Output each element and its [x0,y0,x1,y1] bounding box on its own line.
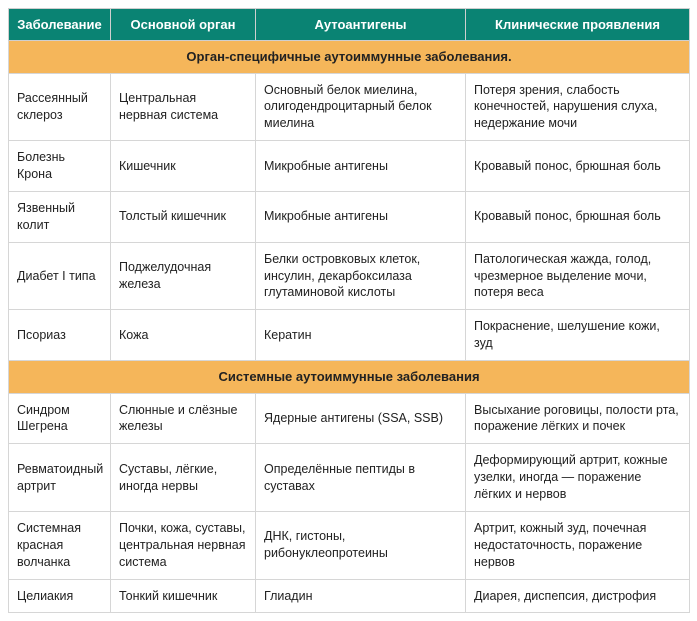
cell-clinical: Кровавый понос, брюшная боль [466,191,690,242]
cell-autoantigens: Определённые пептиды в суставах [256,444,466,512]
cell-disease: Язвенный колит [9,191,111,242]
table-row: Псориаз Кожа Кератин Покраснение, шелуше… [9,310,690,361]
header-organ: Основной орган [111,9,256,41]
table-row: Системная красная волчанка Почки, кожа, … [9,511,690,579]
cell-disease: Псориаз [9,310,111,361]
cell-clinical: Высыхание роговицы, полости рта, поражен… [466,393,690,444]
header-autoantigens: Аутоантигены [256,9,466,41]
cell-clinical: Артрит, кожный зуд, почечная недостаточн… [466,511,690,579]
cell-disease: Болезнь Крона [9,141,111,192]
table-row: Язвенный колит Толстый кишечник Микробны… [9,191,690,242]
cell-organ: Толстый кишечник [111,191,256,242]
cell-autoantigens: Основный белок миелина, олигодендроцитар… [256,73,466,141]
table-row: Рассеянный склероз Центральная нервная с… [9,73,690,141]
cell-clinical: Покраснение, шелушение кожи, зуд [466,310,690,361]
cell-autoantigens: Кератин [256,310,466,361]
cell-clinical: Потеря зрения, слабость конечностей, нар… [466,73,690,141]
cell-organ: Почки, кожа, суставы, центральная нервна… [111,511,256,579]
cell-autoantigens: Микробные антигены [256,141,466,192]
autoimmune-diseases-table: Заболевание Основной орган Аутоантигены … [8,8,690,613]
cell-organ: Тонкий кишечник [111,579,256,613]
cell-autoantigens: Глиадин [256,579,466,613]
cell-autoantigens: ДНК, гистоны, рибонуклеопротеины [256,511,466,579]
cell-clinical: Диарея, диспепсия, дистрофия [466,579,690,613]
cell-autoantigens: Микробные антигены [256,191,466,242]
cell-organ: Кожа [111,310,256,361]
table-row: Диабет I типа Поджелудочная железа Белки… [9,242,690,310]
cell-disease: Системная красная волчанка [9,511,111,579]
table-row: Синдром Шегрена Слюнные и слёзные железы… [9,393,690,444]
cell-organ: Кишечник [111,141,256,192]
cell-clinical: Кровавый понос, брюшная боль [466,141,690,192]
section-organ-specific: Орган-специфичные аутоиммунные заболеван… [9,41,690,74]
table-row: Целиакия Тонкий кишечник Глиадин Диарея,… [9,579,690,613]
section-organ-specific-label: Орган-специфичные аутоиммунные заболеван… [9,41,690,74]
cell-disease: Синдром Шегрена [9,393,111,444]
header-clinical: Клинические проявления [466,9,690,41]
section-systemic: Системные аутоиммунные заболевания [9,361,690,394]
cell-disease: Целиакия [9,579,111,613]
cell-organ: Поджелудочная железа [111,242,256,310]
cell-disease: Рассеянный склероз [9,73,111,141]
cell-organ: Суставы, лёгкие, иногда нервы [111,444,256,512]
header-disease: Заболевание [9,9,111,41]
cell-organ: Центральная нервная система [111,73,256,141]
cell-clinical: Деформирующий артрит, кожные узелки, ино… [466,444,690,512]
cell-autoantigens: Белки островковых клеток, инсулин, декар… [256,242,466,310]
header-row: Заболевание Основной орган Аутоантигены … [9,9,690,41]
cell-autoantigens: Ядерные антигены (SSA, SSB) [256,393,466,444]
table-row: Болезнь Крона Кишечник Микробные антиген… [9,141,690,192]
cell-disease: Ревматоидный артрит [9,444,111,512]
section-systemic-label: Системные аутоиммунные заболевания [9,361,690,394]
cell-organ: Слюнные и слёзные железы [111,393,256,444]
table-row: Ревматоидный артрит Суставы, лёгкие, ино… [9,444,690,512]
cell-disease: Диабет I типа [9,242,111,310]
cell-clinical: Патологическая жажда, голод, чрезмерное … [466,242,690,310]
